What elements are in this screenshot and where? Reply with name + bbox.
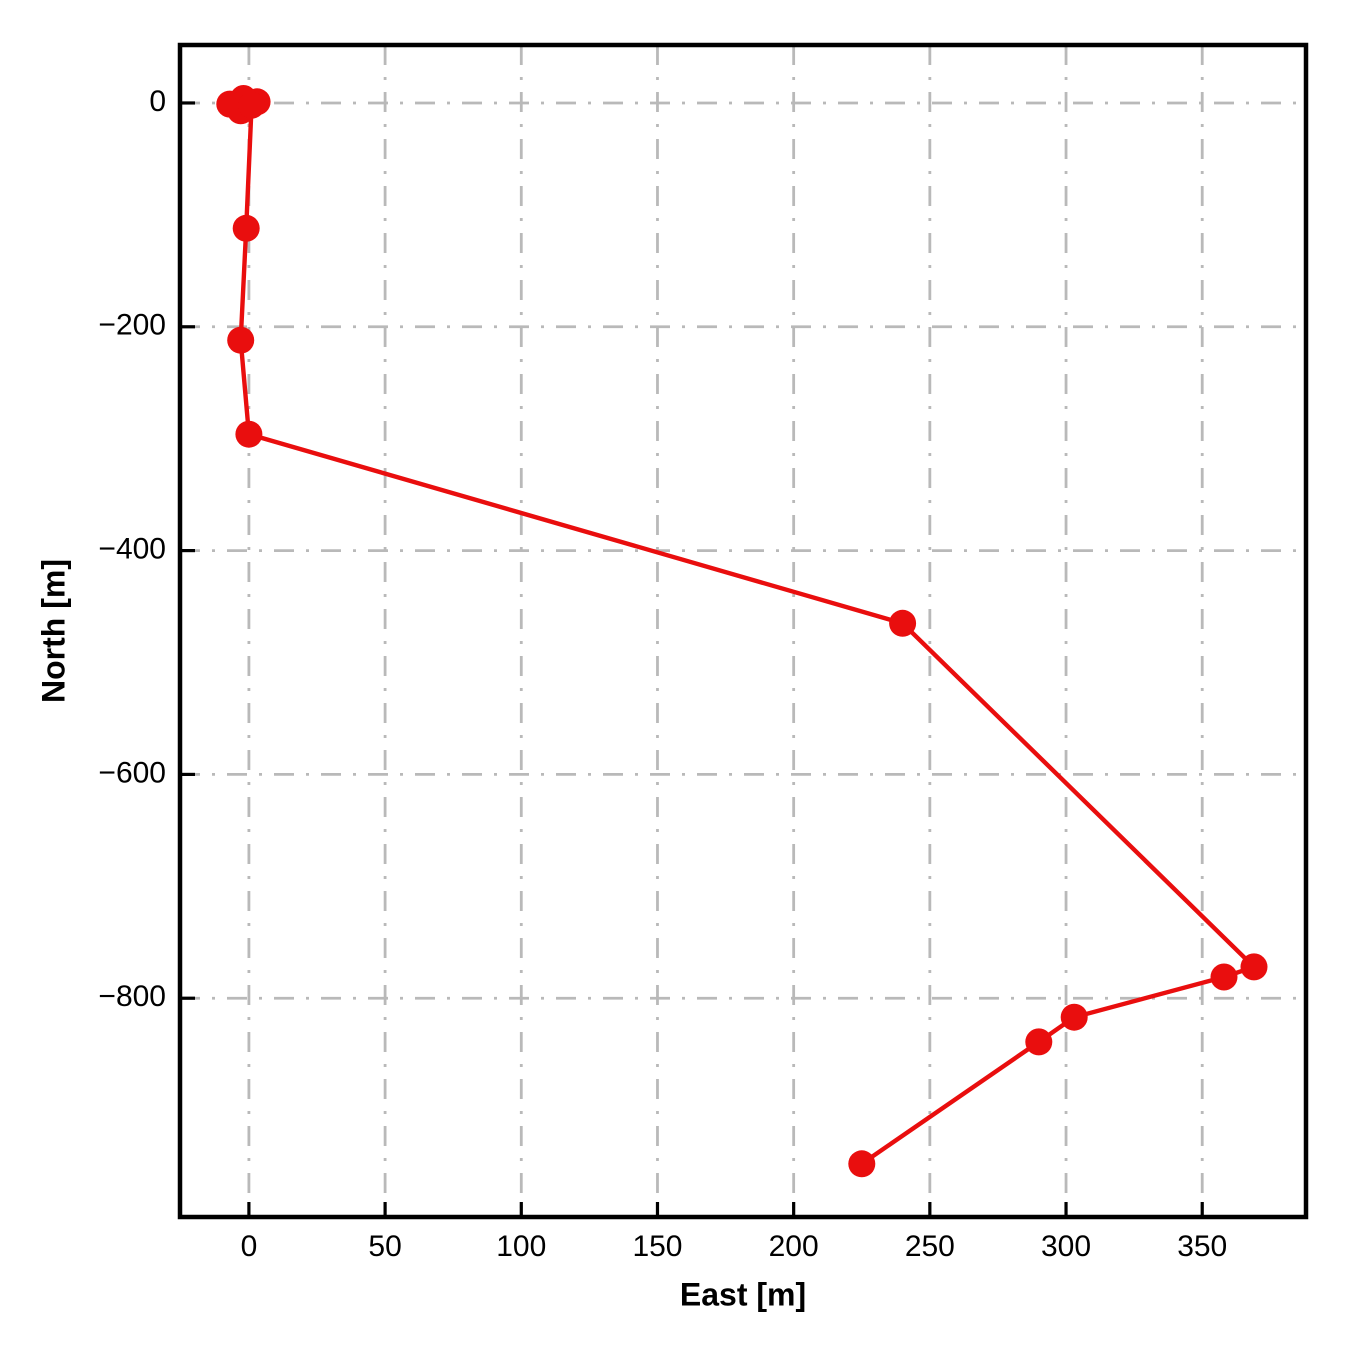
data-point-8 <box>235 420 263 448</box>
x-tick-label-50: 50 <box>368 1230 401 1263</box>
x-tick-label-0: 0 <box>241 1230 258 1263</box>
data-point-7 <box>227 326 255 354</box>
x-axis-label: East [m] <box>680 1276 806 1312</box>
data-point-9 <box>889 609 917 637</box>
axes-spines <box>177 42 1309 1220</box>
plot-border <box>177 42 1309 1220</box>
data-point-13 <box>1025 1028 1053 1056</box>
y-tick-label--800: −800 <box>98 980 166 1013</box>
x-tick-label-100: 100 <box>496 1230 546 1263</box>
x-tick-label-350: 350 <box>1177 1230 1227 1263</box>
data-point-12 <box>1060 1003 1088 1031</box>
x-tick-label-250: 250 <box>905 1230 955 1263</box>
data-point-6 <box>232 214 260 242</box>
data-point-11 <box>1210 963 1238 991</box>
y-axis-label: North [m] <box>35 559 71 703</box>
tick-labels: 0 50 100 150 200 250 300 350 0 −200 −400 −600 −800 <box>98 85 1227 1263</box>
x-tick-label-300: 300 <box>1041 1230 1091 1263</box>
data-point-5 <box>238 91 266 119</box>
data-point-10 <box>1240 953 1268 981</box>
y-tick-label-0: 0 <box>149 85 166 118</box>
y-tick-label--600: −600 <box>98 756 166 789</box>
data-point-14 <box>848 1150 876 1178</box>
x-tick-label-200: 200 <box>769 1230 819 1263</box>
y-tick-label--200: −200 <box>98 309 166 342</box>
grid-layer <box>180 45 1306 1217</box>
tick-marks <box>180 101 1204 1217</box>
trajectory-series <box>216 85 1268 1178</box>
trajectory-line <box>227 96 1257 1167</box>
x-tick-label-150: 150 <box>632 1230 682 1263</box>
y-tick-label--400: −400 <box>98 533 166 566</box>
